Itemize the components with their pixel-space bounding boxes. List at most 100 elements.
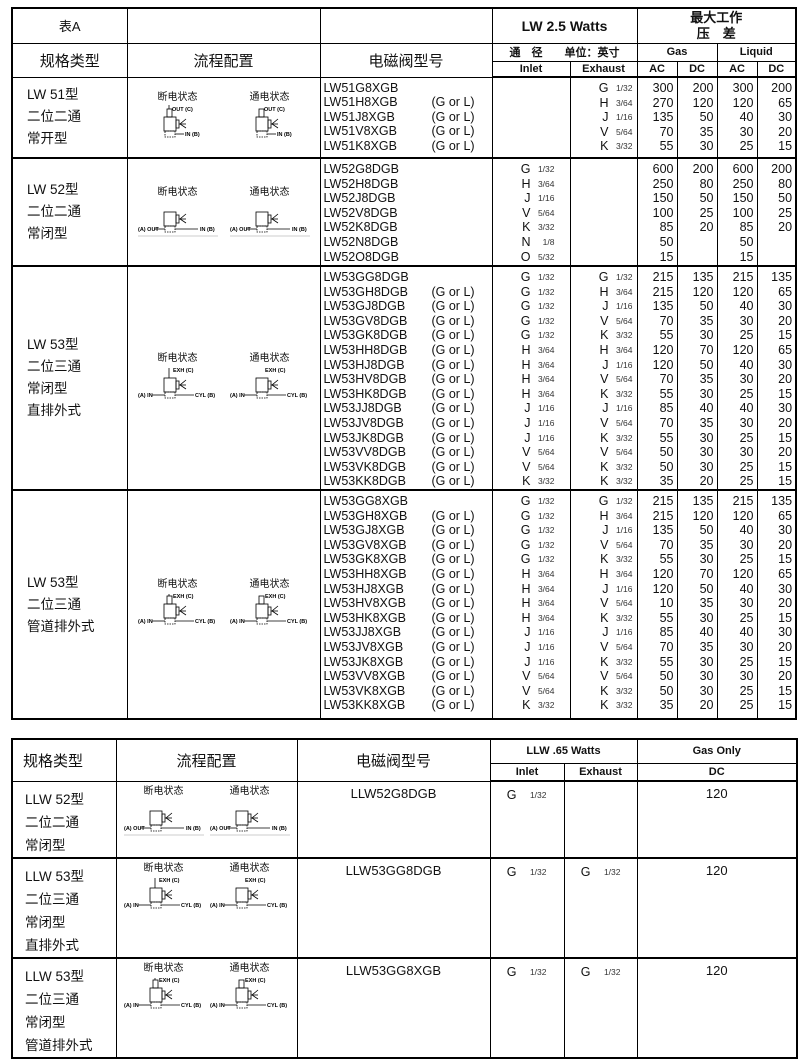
series-type-cell: LLW 53型 二位三通 常闭型 管道排外式 [11, 957, 117, 1059]
exhaust-port-line [571, 235, 637, 250]
port-code: O [520, 249, 531, 264]
valve-symbol-icon: EXH (C) (A) IN CYL (B) [230, 594, 307, 625]
model-line: LW53JJ8XGB (G or L) [321, 625, 492, 640]
inlet-port-line: H 3/64 [493, 177, 570, 192]
port-code: J [602, 110, 609, 125]
port-code: J [602, 581, 609, 596]
model-line: LW53KK8DGB (G or L) [321, 474, 492, 489]
valve-symbol-icon: EXH (C) (A) IN CYL (B) [210, 978, 287, 1009]
liquid-dc-value: 15 [778, 552, 793, 567]
port-size: 3/64 [537, 598, 555, 609]
port-code: K [600, 328, 609, 343]
valve-port-label: (A) IN [230, 393, 245, 399]
port-code: G [520, 313, 531, 328]
gas-ac-value: 55 [659, 328, 674, 343]
inlet-port-line: V 5/64 [493, 684, 570, 699]
media-note: (G or L) [431, 508, 475, 523]
liquid-dc-value: 20 [778, 372, 793, 387]
model-line: LW53VV8XGB (G or L) [321, 669, 492, 684]
de-energized-state-diagram: 断电状态 EXH (C) (A) IN CYL (B) [124, 859, 204, 918]
valve-port-label: EXH (C) [173, 368, 194, 374]
watts-header: LLW .65 Watts [489, 738, 638, 764]
port-size: 1/32 [537, 286, 555, 297]
model-line: LW53VK8XGB (G or L) [321, 684, 492, 699]
port-code [493, 81, 531, 96]
model-cell: LLW53GG8XGB [296, 957, 491, 1059]
liquid-ac-value: 250 [732, 176, 754, 191]
model-number: LW53GG8DGB [323, 270, 409, 284]
valve-port-label: EXH (C) [265, 368, 286, 374]
inlet-port-line: G 1/32 [493, 552, 570, 567]
de-energized-label: 断电状态 [157, 352, 198, 364]
exhaust-port-line: J 1/16 [571, 299, 637, 314]
model-number: LW53KK8XGB [323, 698, 406, 713]
port-code: H [521, 176, 531, 191]
de-energized-label: 断电状态 [157, 91, 198, 103]
exhaust-port-line: V 5/64 [571, 372, 637, 387]
gas-dc-value: 80 [699, 176, 714, 191]
de-energized-state-diagram: 断电状态 EXH (C) (A) IN CYL (B) [124, 959, 204, 1018]
media-note: (G or L) [431, 401, 475, 416]
series-type-line: 常闭型 [25, 837, 66, 853]
liquid-ac-value: 40 [739, 401, 754, 416]
media-note: (G or L) [431, 566, 475, 581]
port-code: J [524, 639, 531, 654]
model-number: LW52O8DGB [323, 249, 400, 264]
inlet-port-line: H 3/64 [493, 372, 570, 387]
port-size: 1/16 [537, 417, 555, 428]
port-size: 1/16 [615, 403, 633, 414]
exhaust-port-line: K 3/32 [571, 611, 637, 626]
energized-state-diagram: 通电状态 (A) OUT IN (B) [229, 183, 310, 242]
port-size: 5/64 [615, 374, 633, 385]
inlet-port-line: G 1/32 [493, 285, 570, 300]
valve-port-label: (A) OUT [210, 826, 231, 832]
model-cell: LW53GG8DGB LW53GH8DGB (G or L) LW53GJ8DGB (G… [319, 265, 493, 491]
valve-port-label: CYL (B) [267, 903, 287, 909]
liquid-ac-value: 15 [739, 249, 754, 264]
port-size: 5/32 [537, 251, 555, 262]
model-number: LW53GK8XGB [323, 552, 407, 567]
gas-dc-value: 50 [699, 581, 714, 596]
series-type-line: LLW 52型 [25, 791, 85, 807]
gas-dc-cell: 135 120 50 35 30 70 50 35 30 40 35 30 30 30 20 [676, 265, 718, 491]
media-note: (G or L) [431, 445, 475, 460]
media-note: (G or L) [431, 698, 475, 713]
valve-symbol-icon: EXH (C) (A) IN CYL (B) [230, 368, 307, 399]
valve-spec-table-lw: 表A LW 2.5 Watts 最大工作 压 差 规格类型 流程配置 电磁阀型号… [11, 7, 798, 720]
model-number: LW53JV8DGB [323, 415, 404, 430]
exhaust-port-line: V 5/64 [571, 416, 637, 431]
media-note: (G or L) [431, 683, 475, 698]
flow-config-cell: 断电状态 EXH (C) (A) IN CYL (B) 通电状态 EXH (C) (A) I… [126, 489, 321, 720]
exhaust-port-line [571, 250, 637, 265]
valve-port-label: CYL (B) [195, 619, 215, 625]
liquid-ac-value: 30 [739, 372, 754, 387]
valve-port-label: (A) IN [124, 1003, 139, 1009]
exhaust-port-line: G 1/32 [571, 270, 637, 285]
valve-port-label: (A) IN [138, 393, 153, 399]
port-code [571, 177, 609, 192]
port-size: 1/8 [542, 236, 555, 247]
liquid-ac-value: 40 [739, 581, 754, 596]
model-number: LW53GG8XGB [323, 494, 409, 508]
series-type-cell: LW 52型 二位二通 常闭型 [11, 157, 128, 267]
model-line: LW51V8XGB (G or L) [321, 124, 492, 139]
liquid-ac-value: 25 [739, 430, 754, 445]
inlet-port-line: O 5/32 [493, 250, 570, 265]
model-line: LW53VV8DGB (G or L) [321, 445, 492, 460]
watts-header: LW 2.5 Watts [491, 7, 638, 44]
gas-dc-value: 30 [699, 610, 714, 625]
series-type-line: LW 52型 [27, 182, 79, 197]
inlet-port-line: H 3/64 [493, 358, 570, 373]
port-size: 5/64 [537, 447, 555, 458]
media-note: (G or L) [431, 386, 475, 401]
gas-ac-value: 35 [659, 698, 674, 713]
gas-dc-cell: 120 [636, 957, 798, 1059]
port-code: J [524, 191, 531, 206]
port-code [571, 220, 609, 235]
liquid-ac-value: 100 [732, 205, 754, 220]
energized-state-diagram: 通电状态 EXH (C) (A) IN CYL (B) [210, 859, 290, 918]
gas-dc-value: 40 [699, 625, 714, 640]
exhaust-port-line: K 3/32 [571, 328, 637, 343]
inlet-port-line: V 5/64 [493, 460, 570, 475]
flow-config-cell: 断电状态 (A) OUT IN (B) 通电状态 (A) OUT IN (B) [115, 780, 298, 859]
